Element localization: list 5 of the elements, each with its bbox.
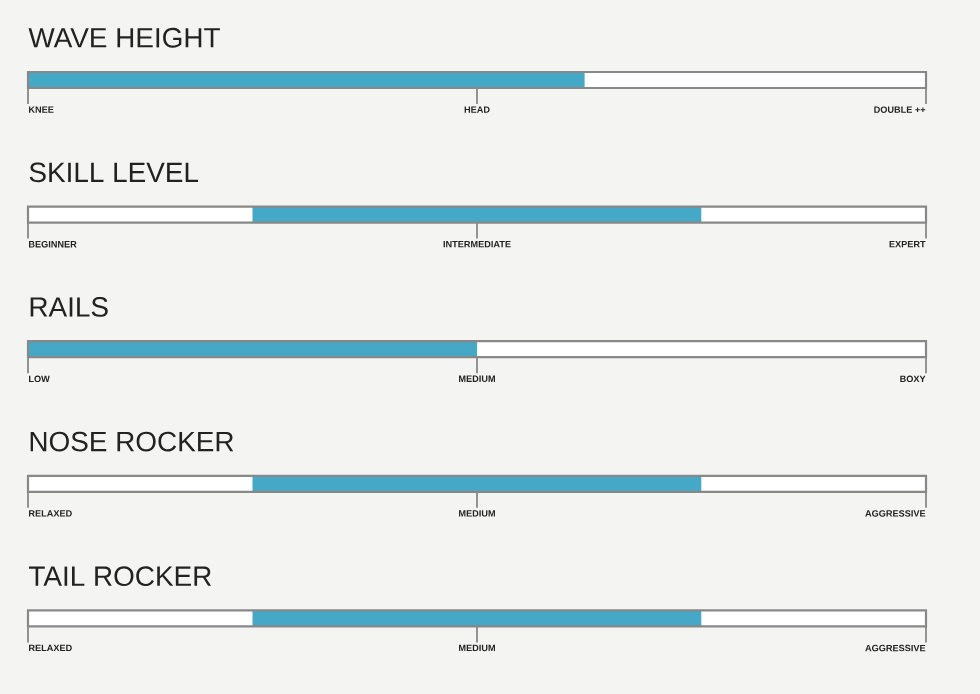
chart-title: SKILL LEVEL [29, 162, 199, 183]
chart-title: RAILS [30, 297, 108, 317]
chart-title: WAVE HEIGHT [28, 27, 220, 48]
chart-title: NOSE ROCKER [30, 431, 234, 452]
chart-title: TAIL ROCKER [29, 566, 212, 587]
